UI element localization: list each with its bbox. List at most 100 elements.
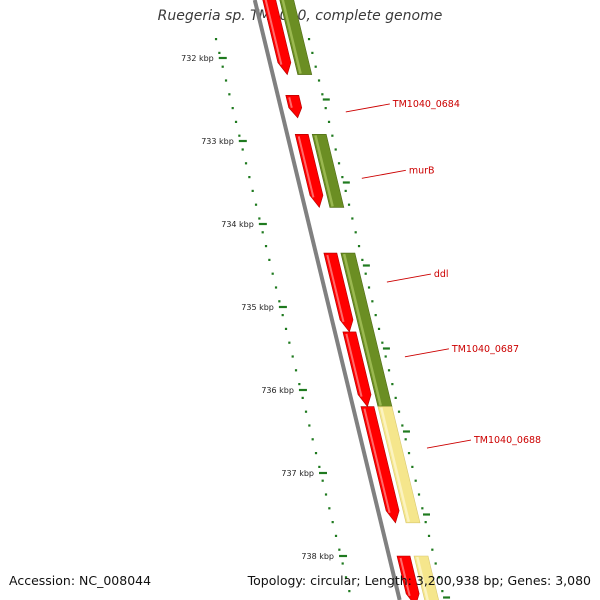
outer-guide-dot xyxy=(407,452,411,455)
outer-guide-dot xyxy=(344,189,347,192)
inner-guide-dot xyxy=(278,300,281,303)
forward-cds-highlight xyxy=(297,136,315,198)
outer-guide-dot xyxy=(311,51,314,54)
inner-guide-dot xyxy=(254,203,258,206)
inner-guide-dot xyxy=(308,424,311,427)
inner-guide-dot xyxy=(251,189,254,192)
inner-guide-dot xyxy=(274,286,278,289)
inner-guide-dot xyxy=(298,383,301,386)
inner-guide-dot xyxy=(241,148,244,151)
inner-guide-dot xyxy=(228,93,231,96)
map-title: Ruegeria sp. TM1040, complete genome xyxy=(157,8,443,24)
label-leader-line xyxy=(386,273,431,283)
inner-guide-dot xyxy=(348,590,351,593)
outer-guide-dot xyxy=(341,176,344,179)
ruler-tick-label: 733 kbp xyxy=(201,137,234,146)
inner-guide-dot xyxy=(284,327,288,330)
forward-cds-arrow xyxy=(285,95,303,119)
forward-strand-features xyxy=(262,0,420,600)
ruler-tick-label: 734 kbp xyxy=(221,220,254,229)
outer-guide-dot xyxy=(371,300,374,303)
outer-guide-dot xyxy=(357,245,361,248)
outer-guide-dot xyxy=(397,410,401,413)
outer-guide-dot xyxy=(421,507,424,510)
dotted-guides xyxy=(214,38,444,593)
reverse-cds-highlight xyxy=(281,0,302,74)
inner-guide-dot xyxy=(344,576,348,579)
outer-guide-dot xyxy=(324,107,327,110)
outer-guide-dot xyxy=(384,355,387,358)
gene-label-ddl: ddl xyxy=(434,269,449,280)
ruler-tick-label: 738 kbp xyxy=(301,552,334,561)
ruler-tick-label: 732 kbp xyxy=(181,54,214,63)
inner-guide-dot xyxy=(318,465,321,468)
reverse-cds-highlight xyxy=(342,253,382,406)
outer-guide-dot xyxy=(361,258,364,261)
forward-cds-highlight xyxy=(345,333,363,397)
outer-guide-dot xyxy=(317,79,321,82)
ruler-ticks: 732 kbp 733 kbp 734 kbp 735 kbp 736 kbp 737 k… xyxy=(181,54,451,599)
inner-guide-dot xyxy=(321,479,324,482)
gene-label-murB: murB xyxy=(409,165,435,176)
outer-guide-dot xyxy=(424,521,427,524)
inner-guide-dot xyxy=(314,452,318,455)
topology-text: Topology: circular; Length: 3,200,938 bp… xyxy=(247,573,591,588)
outer-guide-dot xyxy=(381,341,384,344)
outer-guide-dot xyxy=(367,286,371,289)
label-leader-line xyxy=(426,439,472,449)
outer-guide-dot xyxy=(334,148,337,151)
reverse-cds-highlight xyxy=(416,556,429,600)
gene-label-TM1040_0684: TM1040_0684 xyxy=(392,99,460,110)
inner-guide-dot xyxy=(341,562,344,565)
gene-label-TM1040_0687: TM1040_0687 xyxy=(451,344,519,355)
outer-guide-dot xyxy=(437,576,441,579)
forward-cds-highlight xyxy=(363,408,391,514)
inner-guide-dot xyxy=(338,548,341,551)
gene-label-TM1040_0688: TM1040_0688 xyxy=(473,435,541,446)
outer-guide-dot xyxy=(411,465,414,468)
inner-guide-dot xyxy=(304,410,308,413)
outer-guide-dot xyxy=(394,396,397,399)
gene-labels: TM1040_0684 murB ddl TM1040_0687 TM1040_0688 xyxy=(345,99,541,449)
inner-guide-dot xyxy=(301,396,304,399)
inner-guide-dot xyxy=(268,258,271,261)
outer-guide-dot xyxy=(391,383,394,386)
backbone-line xyxy=(252,0,402,600)
outer-guide-dot xyxy=(331,134,334,137)
outer-guide-dot xyxy=(351,217,354,220)
outer-guide-dot xyxy=(404,438,407,441)
outer-guide-dot xyxy=(347,203,351,206)
forward-cds-highlight xyxy=(326,254,345,323)
inner-guide-dot xyxy=(218,51,221,54)
inner-guide-dot xyxy=(214,38,218,41)
forward-cds-highlight xyxy=(399,557,411,597)
inner-guide-dot xyxy=(324,493,328,496)
inner-guide-dot xyxy=(234,120,238,123)
outer-guide-dot xyxy=(314,65,317,68)
inner-guide-dot xyxy=(261,231,264,234)
outer-guide-dot xyxy=(364,272,367,275)
inner-guide-dot xyxy=(331,521,334,524)
outer-guide-dot xyxy=(434,562,437,565)
outer-guide-dot xyxy=(441,590,444,593)
outer-guide-dot xyxy=(431,548,434,551)
inner-guide-dot xyxy=(288,341,291,344)
outer-guide-dot xyxy=(377,327,381,330)
ruler-tick-label: 737 kbp xyxy=(281,469,314,478)
ruler-tick-label: 735 kbp xyxy=(241,303,274,312)
reverse-cds-highlight xyxy=(379,407,410,523)
inner-guide-dot xyxy=(294,369,298,372)
inner-guide-dot xyxy=(238,134,241,137)
outer-guide-dot xyxy=(337,162,341,165)
outer-guide-dot xyxy=(414,479,417,482)
inner-guide-dot xyxy=(291,355,294,358)
outer-guide-dot xyxy=(307,38,311,41)
inner-guide-dot xyxy=(271,272,274,275)
outer-guide-dot xyxy=(374,314,377,317)
ruler-tick-label: 736 kbp xyxy=(261,386,294,395)
outer-guide-dot xyxy=(327,120,331,123)
inner-guide-dot xyxy=(334,534,338,537)
outer-guide-dot xyxy=(401,424,404,427)
inner-guide-dot xyxy=(221,65,224,68)
accession-text: Accession: NC_008044 xyxy=(9,573,152,588)
